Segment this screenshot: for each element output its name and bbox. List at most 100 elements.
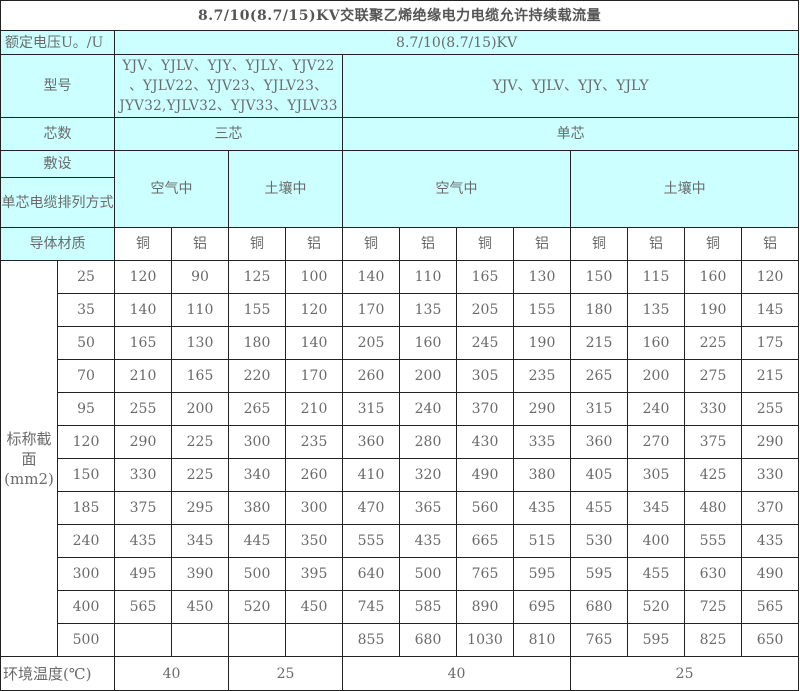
material-aluminum: 铝 [740, 227, 800, 261]
three-core: 三芯 [114, 117, 343, 151]
ampacity-value: 150 [570, 260, 628, 294]
section-size: 70 [57, 359, 115, 393]
section-size: 400 [57, 590, 115, 624]
rated-voltage-label: 额定电压U。/U [0, 30, 115, 55]
ampacity-value: 290 [513, 392, 571, 426]
ampacity-value: 110 [171, 293, 229, 327]
ampacity-value: 405 [570, 458, 628, 492]
ampacity-value: 365 [399, 491, 457, 525]
three-core-soil: 土壤中 [228, 150, 343, 228]
material-aluminum: 铝 [285, 227, 343, 261]
ampacity-value: 215 [740, 359, 800, 393]
ampacity-value: 380 [513, 458, 571, 492]
ampacity-value: 450 [285, 590, 343, 624]
material-aluminum: 铝 [513, 227, 571, 261]
ampacity-value: 160 [627, 326, 685, 360]
cores-label: 芯数 [0, 117, 115, 151]
ampacity-value: 595 [570, 557, 628, 591]
ampacity-value [285, 623, 343, 657]
ampacity-value: 430 [456, 425, 514, 459]
ampacity-value: 455 [627, 557, 685, 591]
ampacity-value: 265 [228, 392, 286, 426]
material-copper: 铜 [228, 227, 286, 261]
ampacity-value: 470 [342, 491, 400, 525]
ampacity-value: 630 [684, 557, 742, 591]
ampacity-value: 380 [228, 491, 286, 525]
section-label: 标称截面(mm2) [0, 260, 58, 657]
single-core-models: YJV、YJLV、YJY、YJLY [341, 54, 800, 118]
ampacity-value: 200 [627, 359, 685, 393]
ampacity-value: 390 [171, 557, 229, 591]
ampacity-value: 200 [399, 359, 457, 393]
ampacity-value: 490 [740, 557, 800, 591]
ampacity-value: 140 [342, 260, 400, 294]
ampacity-value: 175 [740, 326, 800, 360]
single-core-soil: 土壤中 [569, 150, 800, 228]
ampacity-value: 180 [570, 293, 628, 327]
ampacity-value: 205 [456, 293, 514, 327]
section-size: 500 [57, 623, 115, 657]
table-row: 50 165 130 180 140 205 160 245 190 215 160 225 175 [1, 326, 800, 360]
ampacity-value: 340 [228, 458, 286, 492]
ampacity-value: 120 [740, 260, 800, 294]
model-line: 、YJLV22、YJV23、YJLV23、 [129, 78, 328, 94]
ampacity-value: 520 [228, 590, 286, 624]
table-row: 185 375 295 380 300 470 365 560 435 455 345 480 370 [1, 491, 800, 525]
ampacity-value: 345 [627, 491, 685, 525]
table-row: 标称截面(mm2) 25 120 90 125 100 140 110 165 130 150 115… [0, 260, 800, 657]
ampacity-value: 140 [285, 326, 343, 360]
ampacity-value: 395 [285, 557, 343, 591]
ampacity-value: 490 [456, 458, 514, 492]
ampacity-value: 235 [285, 425, 343, 459]
ampacity-value: 255 [740, 392, 800, 426]
ampacity-value: 425 [684, 458, 742, 492]
ampacity-value: 890 [456, 590, 514, 624]
ampacity-value: 400 [627, 524, 685, 558]
ampacity-value: 125 [228, 260, 286, 294]
ampacity-value: 500 [228, 557, 286, 591]
ampacity-value: 190 [684, 293, 742, 327]
table-row: 240 435 345 445 350 555 435 665 515 530 400 555 435 [1, 524, 800, 558]
table-row: 400 565 450 520 450 745 585 890 695 680 520 725 565 [1, 590, 800, 624]
table-row: 70 210 165 220 170 260 200 305 235 265 200 275 215 [1, 359, 800, 393]
ampacity-value: 165 [456, 260, 514, 294]
ampacity-value: 110 [399, 260, 457, 294]
ampacity-value: 145 [740, 293, 800, 327]
section-size: 35 [57, 293, 115, 327]
model-line: JYV32,YJLV32、YJV33、YJLV33 [119, 98, 338, 114]
ampacity-value: 155 [228, 293, 286, 327]
ampacity-value: 650 [740, 623, 800, 657]
ampacity-value: 585 [399, 590, 457, 624]
material-copper: 铜 [684, 227, 742, 261]
single-core-air: 空气中 [342, 150, 571, 228]
ampacity-value: 275 [684, 359, 742, 393]
ampacity-value: 260 [342, 359, 400, 393]
ampacity-value: 220 [228, 359, 286, 393]
three-core-air: 空气中 [114, 150, 229, 228]
ampacity-value: 240 [399, 392, 457, 426]
ampacity-value: 640 [342, 557, 400, 591]
ampacity-value: 330 [740, 458, 800, 492]
ampacity-value: 375 [684, 425, 742, 459]
table-row: 300 495 390 500 395 640 500 765 595 595 455 630 490 [1, 557, 800, 591]
ampacity-value: 245 [456, 326, 514, 360]
ampacity-value: 595 [627, 623, 685, 657]
ampacity-value: 315 [342, 392, 400, 426]
ampacity-value: 350 [285, 524, 343, 558]
ampacity-value [114, 623, 172, 657]
ampacity-value: 360 [570, 425, 628, 459]
ampacity-value: 290 [740, 425, 800, 459]
ambient-value: 25 [569, 656, 800, 691]
section-size: 185 [57, 491, 115, 525]
ambient-label: 环境温度(℃) [0, 656, 115, 691]
rated-voltage-value: 8.7/10(8.7/15)KV [113, 30, 800, 55]
ampacity-value: 155 [513, 293, 571, 327]
ampacity-value: 335 [513, 425, 571, 459]
ampacity-value: 455 [570, 491, 628, 525]
ampacity-value: 130 [513, 260, 571, 294]
ampacity-value: 330 [684, 392, 742, 426]
ampacity-value: 695 [513, 590, 571, 624]
ampacity-value: 210 [285, 392, 343, 426]
ampacity-value: 260 [285, 458, 343, 492]
